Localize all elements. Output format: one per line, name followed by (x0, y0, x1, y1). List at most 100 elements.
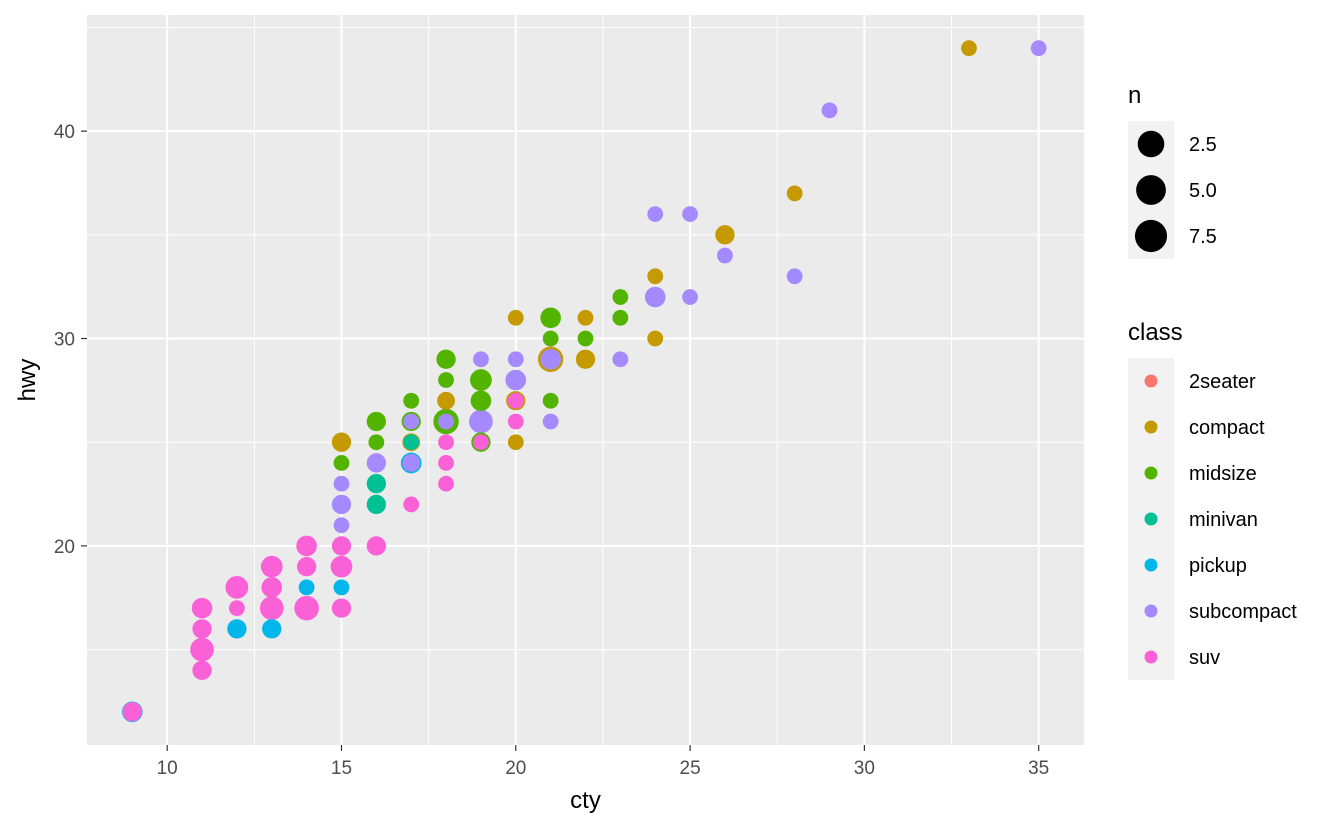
color-legend-key (1144, 420, 1158, 434)
data-point-midsize (403, 392, 420, 409)
y-tick-label: 30 (54, 330, 75, 351)
color-legend-key (1144, 374, 1158, 388)
color-legend-label: minivan (1189, 509, 1258, 531)
data-point-suv (438, 434, 454, 451)
size-legend: n 2.5 5.0 7.5 (1128, 82, 1217, 259)
color-legend-key (1144, 558, 1158, 572)
data-point-suv (260, 555, 283, 578)
color-legend-label: suv (1189, 647, 1220, 669)
color-legend-label: midsize (1189, 463, 1257, 485)
data-point-subcompact (469, 409, 493, 434)
data-point-suv (190, 637, 214, 662)
y-tick-label: 40 (54, 122, 75, 143)
data-point-pickup (227, 619, 247, 639)
size-legend-key (1134, 219, 1168, 253)
data-point-suv (438, 455, 454, 471)
color-legend-title: class (1128, 319, 1183, 346)
data-point-suv (331, 536, 352, 556)
data-points (122, 40, 1047, 723)
data-point-minivan (366, 474, 386, 494)
data-point-subcompact (786, 268, 803, 285)
data-point-subcompact (402, 454, 421, 472)
data-point-subcompact (507, 351, 524, 368)
data-point-minivan (366, 494, 386, 515)
size-legend-label: 2.5 (1189, 134, 1217, 156)
data-point-subcompact (682, 206, 698, 222)
data-point-midsize (333, 455, 350, 471)
data-point-suv (259, 596, 284, 620)
data-point-subcompact (612, 351, 629, 368)
size-legend-label: 5.0 (1189, 180, 1217, 202)
data-point-suv (192, 619, 212, 639)
color-legend-key (1144, 604, 1158, 618)
data-point-compact (575, 349, 596, 369)
data-point-suv (122, 702, 142, 722)
data-point-suv (507, 413, 524, 430)
x-tick-label: 30 (854, 758, 875, 779)
data-point-compact (961, 40, 977, 57)
data-point-midsize (368, 434, 385, 451)
data-point-suv (473, 434, 489, 451)
data-point-suv (507, 392, 524, 409)
data-point-subcompact (438, 413, 454, 430)
data-point-subcompact (540, 348, 561, 370)
color-legend: class 2seater compact midsize minivan pickup… (1128, 319, 1297, 680)
data-point-compact (437, 391, 455, 410)
x-tick-label: 15 (331, 758, 352, 779)
color-legend-label: pickup (1189, 555, 1247, 577)
data-point-subcompact (1030, 40, 1047, 57)
data-point-subcompact (333, 517, 350, 534)
x-tick-label: 10 (157, 758, 178, 779)
size-legend-title: n (1128, 82, 1141, 109)
data-point-subcompact (473, 351, 489, 368)
data-point-suv (296, 535, 317, 557)
data-point-subcompact (821, 102, 838, 119)
data-point-compact (331, 432, 352, 452)
data-point-midsize (540, 307, 561, 329)
data-point-midsize (612, 309, 629, 326)
data-point-midsize (612, 289, 629, 305)
grid-lines (87, 15, 1084, 745)
color-legend-key (1144, 466, 1158, 480)
data-point-midsize (470, 390, 492, 412)
x-axis-title: cty (570, 787, 601, 814)
data-point-subcompact (331, 494, 352, 515)
data-point-suv (296, 556, 317, 577)
size-legend-key (1137, 130, 1165, 158)
color-legend-label: compact (1189, 417, 1265, 439)
data-point-suv (366, 536, 386, 556)
data-point-midsize (470, 369, 492, 391)
color-legend-label: 2seater (1189, 371, 1256, 393)
data-point-suv (438, 475, 454, 492)
data-point-subcompact (717, 247, 733, 264)
data-point-compact (507, 434, 524, 451)
data-point-midsize (577, 330, 594, 347)
data-point-midsize (366, 411, 386, 432)
y-axis: 20 30 40 (54, 122, 87, 558)
data-point-compact (647, 330, 664, 347)
data-point-compact (715, 225, 735, 245)
data-point-compact (647, 268, 664, 285)
x-tick-label: 35 (1028, 758, 1049, 779)
x-tick-label: 25 (680, 758, 701, 779)
size-legend-key (1136, 175, 1166, 205)
data-point-subcompact (366, 453, 386, 473)
data-point-subcompact (333, 475, 350, 492)
data-point-compact (577, 309, 594, 326)
y-axis-title: hwy (14, 359, 41, 402)
data-point-suv (294, 595, 319, 621)
x-axis: 10 15 20 25 30 35 (157, 745, 1049, 779)
data-point-minivan (403, 434, 420, 451)
size-legend-label: 7.5 (1189, 226, 1217, 248)
data-point-compact (507, 309, 524, 326)
data-point-subcompact (682, 289, 698, 305)
data-point-subcompact (505, 369, 527, 391)
color-legend-label: subcompact (1189, 601, 1297, 623)
data-point-pickup (262, 619, 282, 639)
data-point-midsize (542, 392, 559, 409)
data-point-suv (192, 660, 212, 680)
data-point-suv (225, 576, 249, 599)
data-point-midsize (436, 349, 456, 369)
data-point-suv (403, 496, 420, 513)
